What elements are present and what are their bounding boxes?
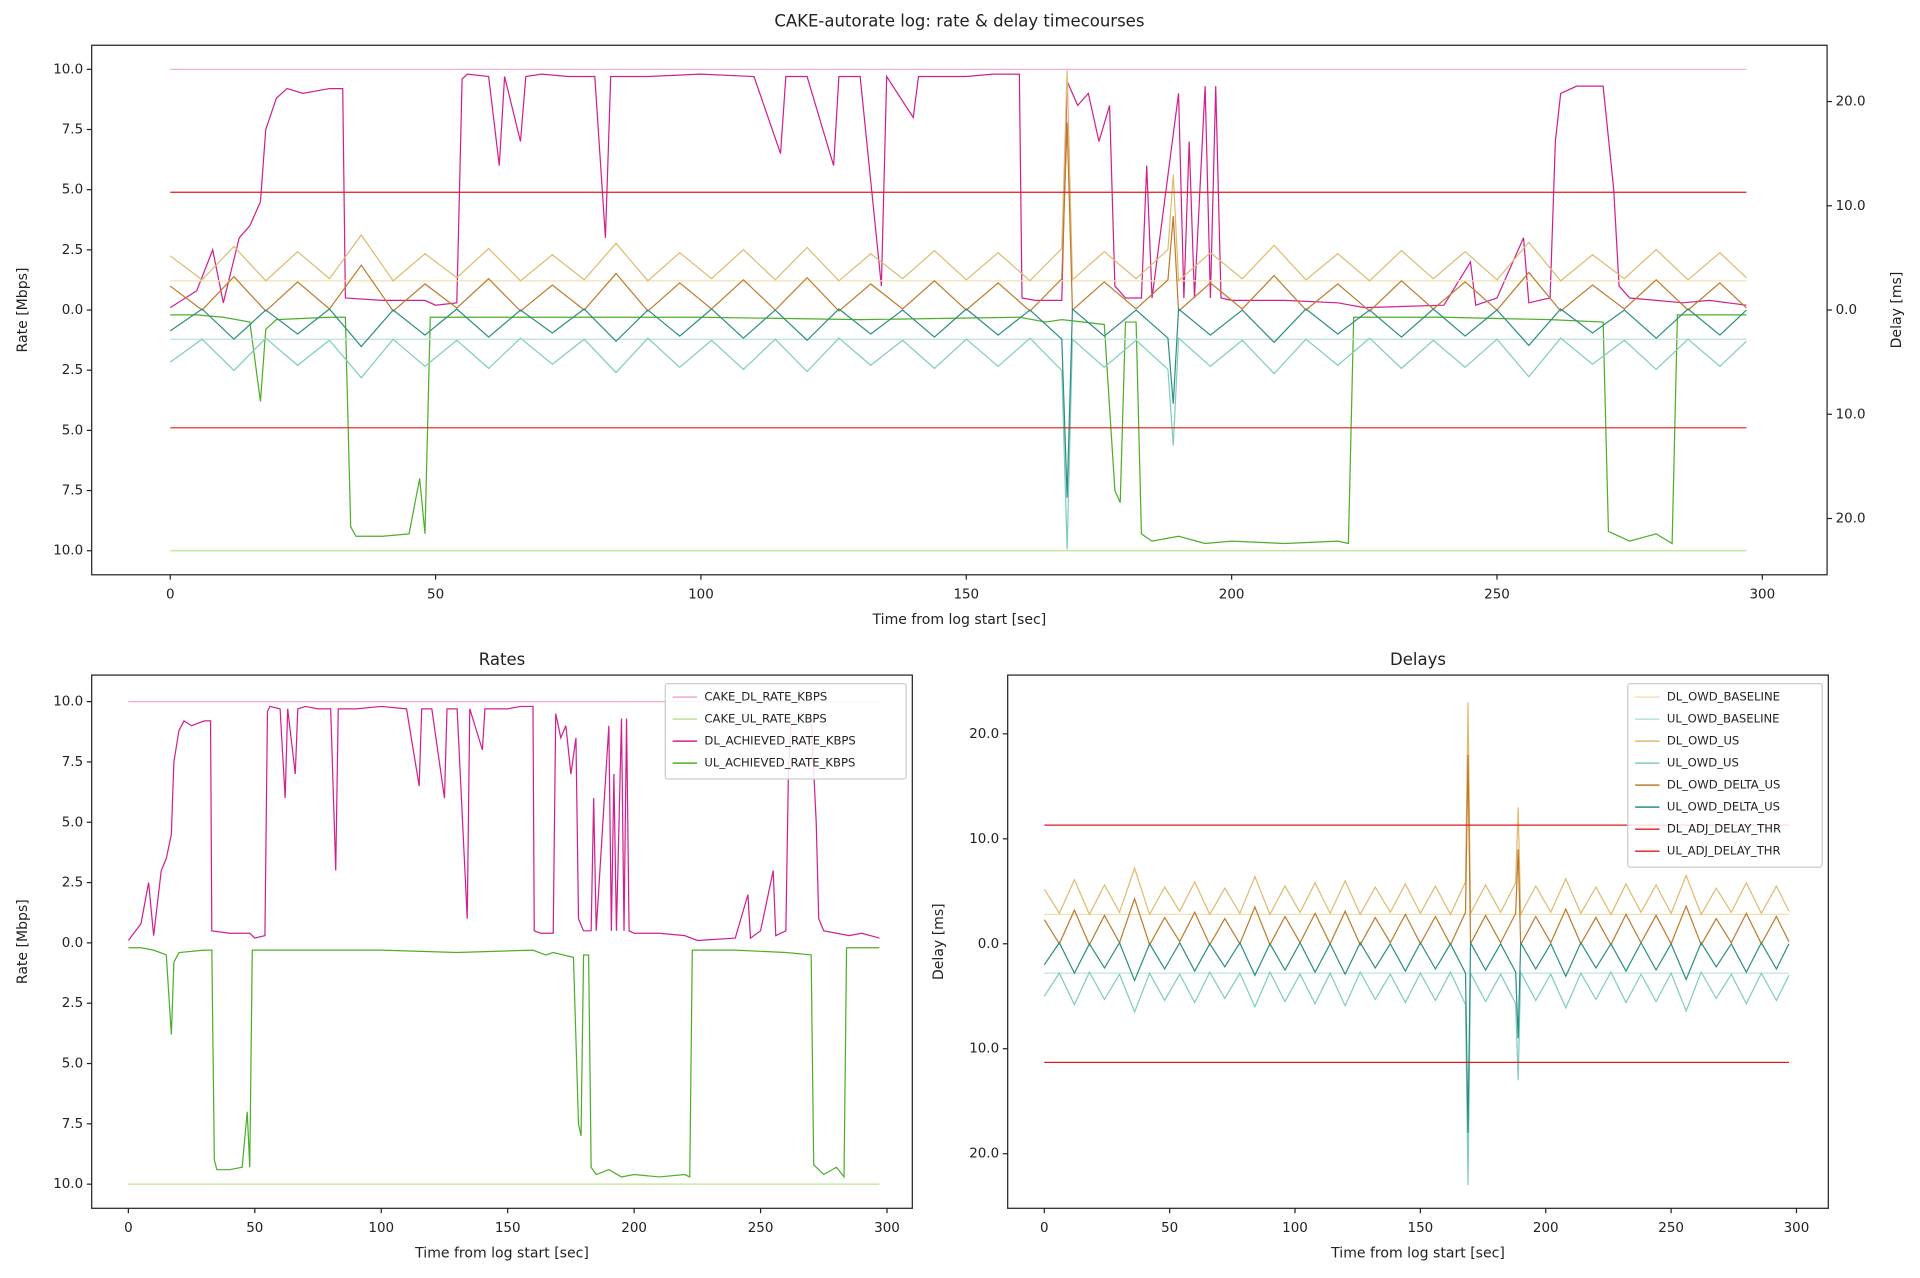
legend-label: DL_ACHIEVED_RATE_KBPS	[704, 734, 855, 748]
series-line	[1043, 702, 1790, 917]
y2-tick-label: 20.0	[1836, 512, 1866, 527]
x-tick-label: 50	[246, 1221, 263, 1236]
legend-label: CAKE_DL_RATE_KBPS	[704, 690, 827, 704]
y-tick-label: 10.0	[53, 544, 83, 559]
y-tick-label: 2.5	[62, 996, 83, 1011]
series-line	[128, 947, 880, 1179]
y2-axis-label: Delay [ms]	[1889, 272, 1905, 349]
y-axis-label: Delay [ms]	[931, 903, 947, 980]
x-tick-label: 150	[1408, 1221, 1434, 1236]
y-tick-label: 0.0	[62, 936, 83, 951]
series-line	[170, 314, 1747, 545]
series-line	[169, 336, 1747, 550]
legend-label: DL_ADJ_DELAY_THR	[1667, 822, 1781, 836]
y-tick-label: 10.0	[969, 832, 999, 847]
legend-box	[1627, 683, 1823, 868]
plot-frame	[91, 674, 913, 1209]
x-tick-label: 200	[1533, 1221, 1559, 1236]
x-tick-label: 100	[688, 587, 714, 602]
series-line	[1043, 969, 1790, 1186]
y-axis-label: Rate [Mbps]	[15, 268, 31, 353]
legend-label: DL_OWD_DELTA_US	[1667, 778, 1781, 792]
y-axis-label: Rate [Mbps]	[15, 899, 31, 984]
plot-frame	[1007, 674, 1829, 1209]
x-axis-label: Time from log start [sec]	[872, 612, 1047, 628]
x-tick-label: 50	[427, 587, 444, 602]
legend-label: CAKE_UL_RATE_KBPS	[704, 712, 826, 726]
legend-label: DL_OWD_US	[1667, 734, 1739, 748]
legend-label: UL_ACHIEVED_RATE_KBPS	[704, 756, 855, 770]
y-tick-label: 7.5	[62, 755, 83, 770]
y-tick-label: 5.0	[62, 1057, 83, 1072]
x-tick-label: 0	[1040, 1221, 1049, 1236]
legend-label: UL_OWD_DELTA_US	[1667, 800, 1780, 814]
y-tick-label: 5.0	[62, 423, 83, 438]
y-tick-label: 7.5	[62, 122, 83, 137]
x-tick-label: 250	[1484, 587, 1510, 602]
y2-tick-label: 20.0	[1836, 95, 1866, 110]
legend-label: UL_OWD_BASELINE	[1667, 712, 1780, 726]
series-line	[169, 122, 1747, 313]
chart-title: Delays	[1390, 650, 1446, 669]
x-tick-label: 100	[1282, 1221, 1308, 1236]
y-tick-label: 10.0	[53, 1177, 83, 1192]
x-tick-label: 200	[1219, 587, 1245, 602]
legend-label: DL_OWD_BASELINE	[1667, 690, 1780, 704]
legend-box	[664, 683, 907, 780]
series-line	[169, 73, 1747, 309]
legend-label: UL_ADJ_DELAY_THR	[1667, 844, 1781, 858]
y2-tick-label: 0.0	[1836, 303, 1857, 318]
y-tick-label: 20.0	[969, 1147, 999, 1162]
y2-tick-label: 10.0	[1836, 199, 1866, 214]
x-tick-label: 250	[1658, 1221, 1684, 1236]
x-tick-label: 300	[1784, 1221, 1810, 1236]
x-axis-label: Time from log start [sec]	[1330, 1246, 1505, 1262]
y-tick-label: 10.0	[969, 1042, 999, 1057]
series-line	[169, 307, 1747, 498]
y-tick-label: 2.5	[62, 243, 83, 258]
chart-title: CAKE-autorate log: rate & delay timecour…	[774, 12, 1144, 31]
x-tick-label: 0	[124, 1221, 133, 1236]
series-line	[169, 70, 1747, 283]
y-tick-label: 7.5	[62, 1117, 83, 1132]
series-line	[1043, 754, 1790, 948]
x-tick-label: 300	[1750, 587, 1776, 602]
y-tick-label: 2.5	[62, 876, 83, 891]
x-tick-label: 100	[368, 1221, 394, 1236]
plot-area	[91, 45, 1828, 575]
x-tick-label: 250	[748, 1221, 774, 1236]
series-line	[1043, 940, 1790, 1133]
x-tick-label: 0	[166, 587, 175, 602]
y-tick-label: 0.0	[978, 937, 999, 952]
legend-label: UL_OWD_US	[1667, 756, 1739, 770]
x-tick-label: 200	[621, 1221, 647, 1236]
x-tick-label: 50	[1161, 1221, 1178, 1236]
series-line	[127, 705, 880, 942]
x-tick-label: 300	[874, 1221, 900, 1236]
y-tick-label: 5.0	[62, 183, 83, 198]
y-tick-label: 7.5	[62, 484, 83, 499]
y2-tick-label: 10.0	[1836, 407, 1866, 422]
y-tick-label: 10.0	[53, 62, 83, 77]
y-tick-label: 0.0	[62, 303, 83, 318]
chart-title: Rates	[479, 650, 525, 669]
y-tick-label: 20.0	[969, 727, 999, 742]
y-tick-label: 10.0	[53, 695, 83, 710]
y-tick-label: 5.0	[62, 815, 83, 830]
x-tick-label: 150	[953, 587, 979, 602]
x-tick-label: 150	[495, 1221, 521, 1236]
y-tick-label: 2.5	[62, 363, 83, 378]
x-axis-label: Time from log start [sec]	[414, 1246, 589, 1262]
